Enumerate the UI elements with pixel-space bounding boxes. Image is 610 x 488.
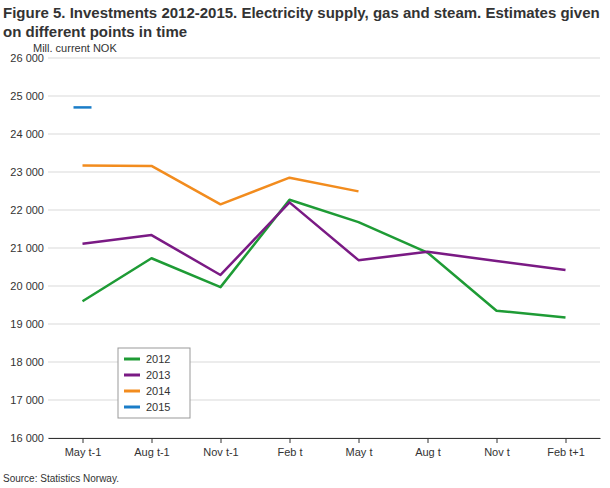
title: Figure 5. Investments 2012-2015. Electri… bbox=[3, 4, 600, 40]
grid-line bbox=[48, 438, 600, 439]
legend-swatch bbox=[124, 390, 140, 393]
y-tick: 26 000 bbox=[10, 52, 48, 64]
x-tick-mark bbox=[152, 438, 153, 443]
grid-line bbox=[48, 248, 600, 249]
series-line bbox=[83, 166, 359, 205]
x-tick-label: May t-1 bbox=[65, 446, 102, 458]
y-tick: 16 000 bbox=[10, 432, 48, 444]
x-tick-mark bbox=[221, 438, 222, 443]
legend: 2012 2013 2014 2015 bbox=[118, 348, 190, 418]
title-line: Figure 5. Investments 2012-2015. Electri… bbox=[3, 4, 600, 21]
series-line bbox=[83, 202, 566, 275]
y-tick: 21 000 bbox=[10, 242, 48, 254]
y-tick: 17 000 bbox=[10, 394, 48, 406]
y-tick: 24 000 bbox=[10, 128, 48, 140]
x-tick-label: Feb t bbox=[277, 446, 302, 458]
x-tick-label: May t bbox=[346, 446, 373, 458]
x-tick: Nov t bbox=[484, 438, 510, 458]
legend-label: 2014 bbox=[146, 385, 170, 397]
x-tick: Aug t bbox=[415, 438, 441, 458]
x-tick-label: Feb t+1 bbox=[547, 446, 585, 458]
y-tick-label: 18 000 bbox=[10, 356, 44, 368]
grid-line bbox=[48, 286, 600, 287]
y-tick: 18 000 bbox=[10, 356, 48, 368]
y-tick-label: 17 000 bbox=[10, 394, 44, 406]
x-tick: Feb t bbox=[277, 438, 302, 458]
grid-line bbox=[48, 172, 600, 173]
plot-area bbox=[74, 107, 566, 317]
x-tick-mark bbox=[359, 438, 360, 443]
y-tick-label: 19 000 bbox=[10, 318, 44, 330]
x-tick-mark bbox=[428, 438, 429, 443]
x-tick: May t-1 bbox=[65, 438, 102, 458]
y-axis-title: Mill. current NOK bbox=[33, 42, 117, 54]
y-tick-label: 21 000 bbox=[10, 242, 44, 254]
y-tick-label: 26 000 bbox=[10, 52, 44, 64]
x-tick: Feb t+1 bbox=[547, 438, 585, 458]
legend-label: 2013 bbox=[146, 369, 170, 381]
legend-label: 2012 bbox=[146, 353, 170, 365]
x-tick-label: Aug t-1 bbox=[134, 446, 169, 458]
title-line: on different points in time bbox=[3, 23, 187, 40]
x-tick-mark bbox=[83, 438, 84, 443]
x-tick-label: Nov t bbox=[484, 446, 510, 458]
y-tick-label: 25 000 bbox=[10, 90, 44, 102]
y-axis-line bbox=[48, 59, 49, 439]
y-tick: 25 000 bbox=[10, 90, 48, 102]
y-tick: 19 000 bbox=[10, 318, 48, 330]
x-axis: May t-1 Aug t-1 Nov t-1 Feb t May t Aug t Nov … bbox=[49, 438, 601, 458]
x-axis-line bbox=[49, 438, 601, 439]
x-tick: May t bbox=[346, 438, 373, 458]
chart: Figure 5. Investments 2012-2015. Electri… bbox=[0, 0, 610, 488]
x-tick: Aug t-1 bbox=[134, 438, 169, 458]
y-tick-label: 24 000 bbox=[10, 128, 44, 140]
y-tick-label: 16 000 bbox=[10, 432, 44, 444]
x-tick: Nov t-1 bbox=[203, 438, 238, 458]
x-tick-mark bbox=[566, 438, 567, 443]
grid-line bbox=[48, 96, 600, 97]
legend-swatch bbox=[124, 406, 140, 409]
y-axis: 16 000 17 000 18 000 19 000 20 000 21 000 22 0… bbox=[10, 52, 48, 444]
source: Source: Statistics Norway. bbox=[3, 473, 119, 484]
grid-line bbox=[48, 134, 600, 135]
legend-box bbox=[118, 348, 190, 418]
y-tick-label: 20 000 bbox=[10, 280, 44, 292]
x-tick-mark bbox=[290, 438, 291, 443]
y-tick: 20 000 bbox=[10, 280, 48, 292]
y-tick: 23 000 bbox=[10, 166, 48, 178]
x-tick-label: Aug t bbox=[415, 446, 441, 458]
x-tick-label: Nov t-1 bbox=[203, 446, 238, 458]
x-tick-mark bbox=[497, 438, 498, 443]
grid bbox=[48, 58, 600, 438]
legend-swatch bbox=[124, 358, 140, 361]
series-marker bbox=[74, 106, 92, 109]
series-line bbox=[83, 200, 566, 318]
grid-line bbox=[48, 58, 600, 59]
y-tick: 22 000 bbox=[10, 204, 48, 216]
legend-swatch bbox=[124, 374, 140, 377]
legend-label: 2015 bbox=[146, 401, 170, 413]
grid-line bbox=[48, 324, 600, 325]
y-tick-label: 23 000 bbox=[10, 166, 44, 178]
y-tick-label: 22 000 bbox=[10, 204, 44, 216]
